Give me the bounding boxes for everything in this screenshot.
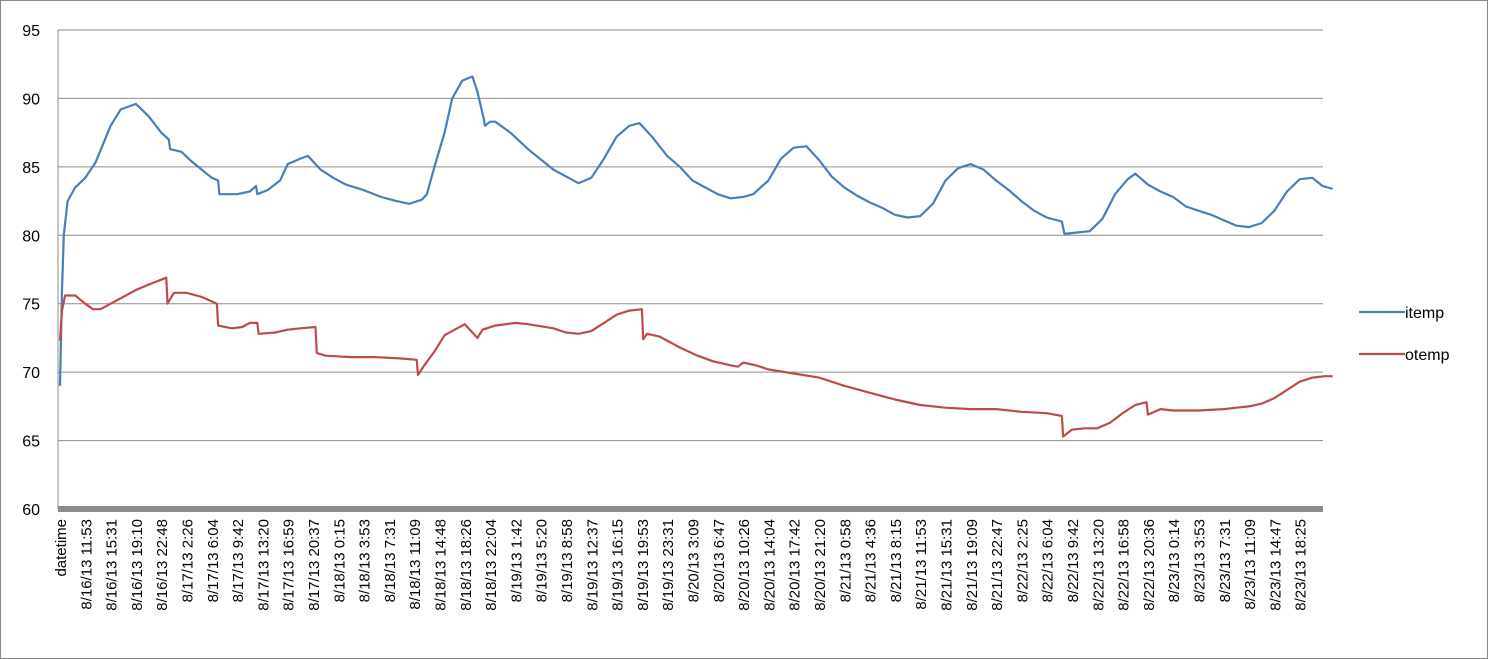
x-tick-label: 8/23/13 11:09 <box>1242 519 1259 610</box>
x-tick-label: 8/19/13 12:37 <box>584 519 601 611</box>
x-tick-label: 8/16/13 19:10 <box>129 519 146 611</box>
x-tick-label: 8/21/13 11:53 <box>913 519 930 610</box>
y-tick-labels: 60 65 70 75 80 85 90 95 <box>22 23 40 519</box>
x-tick-labels: datetime 8/16/13 11:53 8/16/13 15:31 8/16/1… <box>53 519 1310 611</box>
x-tick-label: 8/17/13 13:20 <box>255 519 272 611</box>
y-tick-label: 75 <box>22 297 40 314</box>
axes <box>57 30 1323 512</box>
x-tick-label: 8/20/13 3:09 <box>686 519 703 602</box>
x-tick-label: 8/23/13 3:53 <box>1192 519 1209 602</box>
y-tick-label: 60 <box>22 502 40 519</box>
x-tick-label: 8/18/13 3:53 <box>357 519 374 602</box>
x-tick-label: 8/17/13 20:37 <box>306 519 323 611</box>
x-tick-label: 8/20/13 17:42 <box>787 519 804 611</box>
x-tick-label: 8/23/13 18:25 <box>1293 519 1310 611</box>
x-tick-label: 8/21/13 8:15 <box>888 519 905 602</box>
x-tick-label: 8/21/13 22:47 <box>989 519 1006 611</box>
y-tick-label: 65 <box>22 434 40 451</box>
x-tick-label: 8/22/13 13:20 <box>1090 519 1107 611</box>
x-tick-label: 8/22/13 6:04 <box>1040 519 1057 602</box>
x-tick-label: 8/19/13 23:31 <box>660 519 677 611</box>
gridlines <box>58 29 1323 442</box>
x-tick-label: 8/18/13 11:09 <box>407 519 424 610</box>
x-tick-label: 8/22/13 9:42 <box>1065 519 1082 602</box>
y-tick-label: 95 <box>22 23 40 40</box>
x-tick-label: 8/19/13 5:20 <box>534 519 551 602</box>
series-lines <box>58 75 1333 438</box>
x-tick-label: 8/16/13 22:48 <box>154 519 171 611</box>
x-tick-label: 8/16/13 15:31 <box>104 519 121 611</box>
x-tick-label: 8/20/13 14:04 <box>761 519 778 611</box>
x-tick-label: 8/17/13 16:59 <box>281 519 298 611</box>
x-tick-label: 8/20/13 21:20 <box>812 519 829 611</box>
x-tick-label: 8/20/13 6:47 <box>711 519 728 602</box>
x-tick-label: 8/17/13 6:04 <box>205 519 222 602</box>
x-tick-label: 8/22/13 16:58 <box>1116 519 1133 611</box>
x-tick-label: 8/16/13 11:53 <box>78 519 95 610</box>
x-tick-label: 8/23/13 7:31 <box>1217 519 1234 602</box>
x-tick-label: 8/18/13 7:31 <box>382 519 399 602</box>
x-tick-label: 8/19/13 1:42 <box>508 519 525 602</box>
x-tick-label: 8/19/13 19:53 <box>635 519 652 611</box>
legend: itemp otemp <box>1359 305 1450 364</box>
x-tick-label: 8/20/13 10:26 <box>736 519 753 611</box>
x-tick-label: 8/18/13 22:04 <box>483 519 500 611</box>
series-line-itemp <box>58 75 1333 386</box>
x-tick-label: 8/17/13 9:42 <box>230 519 247 602</box>
x-tick-label: 8/18/13 14:48 <box>433 519 450 611</box>
x-tick-label: 8/18/13 18:26 <box>458 519 475 611</box>
x-tick-label: 8/21/13 4:36 <box>863 519 880 602</box>
x-tick-label: 8/21/13 15:31 <box>939 519 956 611</box>
y-tick-label: 90 <box>22 91 40 108</box>
x-tick-label: datetime <box>53 519 70 577</box>
x-tick-label: 8/21/13 0:58 <box>837 519 854 602</box>
x-tick-label: 8/18/13 0:15 <box>331 519 348 602</box>
x-axis <box>58 506 1323 512</box>
x-tick-label: 8/17/13 2:26 <box>180 519 197 602</box>
y-tick-label: 80 <box>22 228 40 245</box>
legend-label-otemp: otemp <box>1405 347 1450 364</box>
x-tick-label: 8/19/13 8:58 <box>559 519 576 602</box>
x-tick-label: 8/22/13 2:25 <box>1014 519 1031 602</box>
series-line-otemp <box>58 276 1333 438</box>
y-tick-label: 70 <box>22 365 40 382</box>
legend-label-itemp: itemp <box>1405 305 1444 322</box>
x-tick-label: 8/23/13 14:47 <box>1267 519 1284 611</box>
x-tick-label: 8/19/13 16:15 <box>610 519 627 611</box>
x-tick-label: 8/22/13 20:36 <box>1141 519 1158 611</box>
x-tick-label: 8/23/13 0:14 <box>1166 519 1183 602</box>
y-tick-label: 85 <box>22 160 40 177</box>
x-tick-label: 8/21/13 19:09 <box>964 519 981 611</box>
